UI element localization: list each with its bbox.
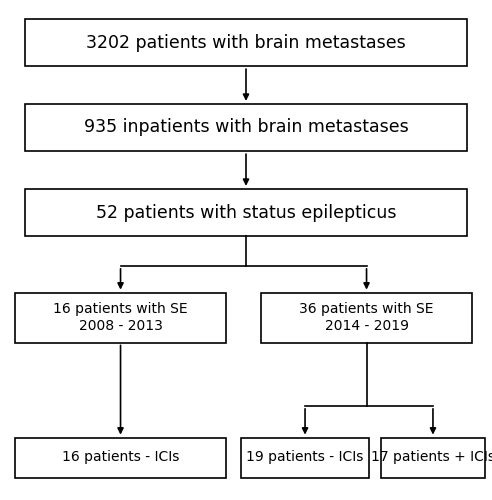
FancyBboxPatch shape [25, 104, 467, 151]
FancyBboxPatch shape [261, 292, 472, 343]
Text: 52 patients with status epilepticus: 52 patients with status epilepticus [96, 204, 396, 222]
FancyBboxPatch shape [15, 438, 226, 478]
Text: 935 inpatients with brain metastases: 935 inpatients with brain metastases [84, 118, 408, 136]
FancyBboxPatch shape [25, 18, 467, 66]
FancyBboxPatch shape [241, 438, 369, 478]
Text: 19 patients - ICIs: 19 patients - ICIs [246, 450, 364, 464]
FancyBboxPatch shape [15, 292, 226, 343]
Text: 16 patients - ICIs: 16 patients - ICIs [62, 450, 179, 464]
FancyBboxPatch shape [25, 189, 467, 236]
Text: 3202 patients with brain metastases: 3202 patients with brain metastases [86, 34, 406, 52]
Text: 16 patients with SE
2008 - 2013: 16 patients with SE 2008 - 2013 [53, 302, 188, 332]
FancyBboxPatch shape [381, 438, 485, 478]
Text: 36 patients with SE
2014 - 2019: 36 patients with SE 2014 - 2019 [299, 302, 434, 332]
Text: 17 patients + ICIs: 17 patients + ICIs [371, 450, 492, 464]
